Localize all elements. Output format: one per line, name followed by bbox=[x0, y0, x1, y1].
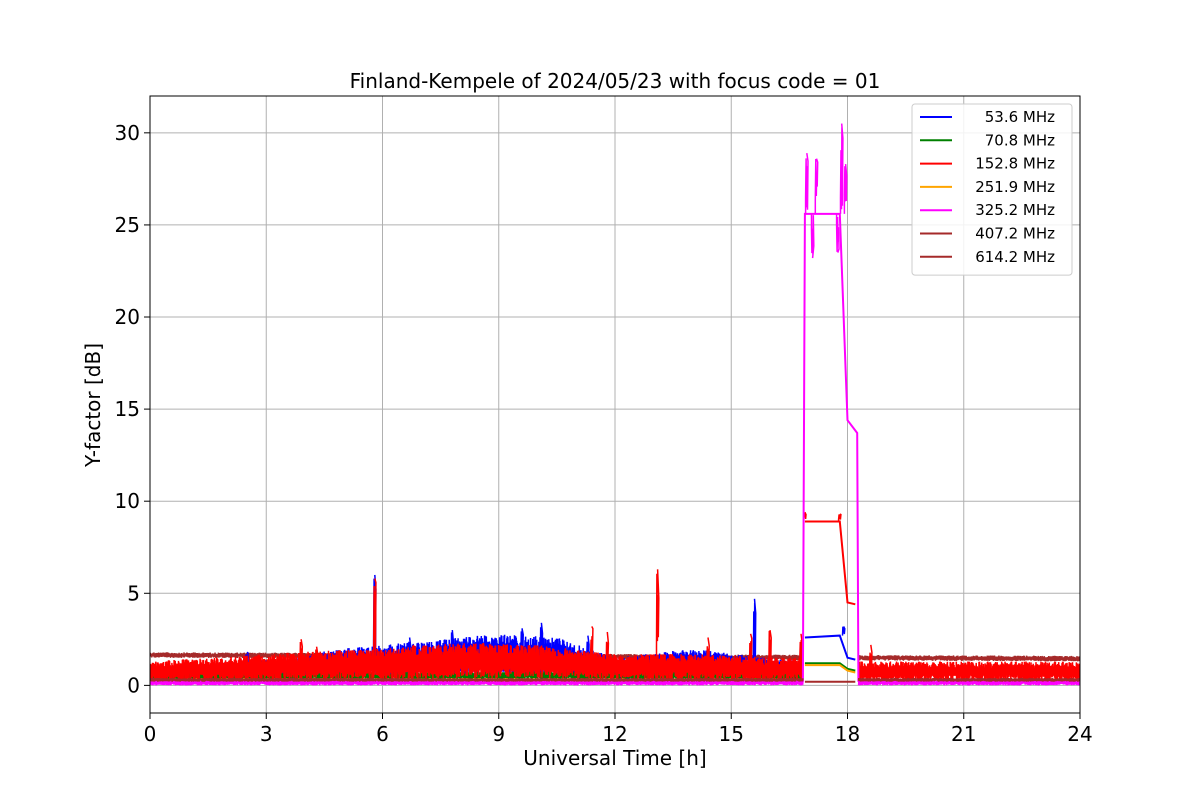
series-spike-2-7 bbox=[655, 569, 660, 675]
series-line-4 bbox=[801, 212, 860, 682]
x-tick-label-2: 6 bbox=[376, 722, 389, 746]
legend-label-3: 251.9 MHz bbox=[975, 178, 1055, 196]
y-tick-label-1: 5 bbox=[127, 581, 140, 605]
x-axis: 0 3 6 9 12 15 18 21 24 bbox=[144, 713, 1093, 746]
series-spike-2-0 bbox=[299, 639, 304, 675]
series-spike-2-1 bbox=[314, 646, 319, 675]
legend-label-1: 70.8 MHz bbox=[985, 131, 1055, 149]
series-spike-2-2 bbox=[372, 578, 377, 675]
series-spike-4-4 bbox=[839, 123, 844, 214]
series-spike-2-6 bbox=[605, 631, 610, 675]
legend-label-4: 325.2 MHz bbox=[975, 201, 1055, 219]
legend-label-5: 407.2 MHz bbox=[975, 225, 1055, 243]
y-tick-label-5: 25 bbox=[115, 213, 140, 237]
y-tick-label-3: 15 bbox=[115, 397, 140, 421]
x-axis-title: Universal Time [h] bbox=[523, 746, 706, 770]
chart-title: Finland-Kempele of 2024/05/23 with focus… bbox=[350, 69, 881, 93]
x-tick-label-5: 15 bbox=[719, 722, 744, 746]
series-spike-4-2 bbox=[814, 158, 819, 214]
series-spike-2-13 bbox=[837, 513, 842, 522]
x-tick-label-6: 18 bbox=[835, 722, 860, 746]
y-axis-title: Y-factor [dB] bbox=[81, 343, 105, 468]
series-line-2 bbox=[804, 520, 856, 606]
series-spike-4-1 bbox=[810, 213, 815, 259]
x-tick-label-7: 21 bbox=[951, 722, 976, 746]
legend: 53.6 MHz 70.8 MHz 152.8 MHz 251.9 MHz 325.2 … bbox=[911, 103, 1073, 276]
legend-label-0: 53.6 MHz bbox=[985, 108, 1055, 126]
series-line-3 bbox=[804, 664, 856, 674]
series-line-0 bbox=[804, 634, 856, 661]
series-spike-4-0 bbox=[804, 152, 809, 214]
x-tick-label-4: 12 bbox=[602, 722, 627, 746]
series-spike-2-10 bbox=[768, 629, 772, 676]
x-tick-label-1: 3 bbox=[260, 722, 273, 746]
x-tick-label-8: 24 bbox=[1067, 722, 1092, 746]
y-tick-label-0: 0 bbox=[127, 673, 140, 697]
series-spike-2-8 bbox=[706, 637, 710, 675]
series-spike-2-5 bbox=[589, 626, 594, 674]
legend-label-2: 152.8 MHz bbox=[975, 155, 1055, 173]
series-spike-4-5 bbox=[843, 164, 848, 214]
series-spike-0-8 bbox=[841, 626, 846, 636]
series-spike-2-14 bbox=[868, 644, 873, 677]
series-spike-2-3 bbox=[411, 644, 416, 674]
x-tick-label-0: 0 bbox=[144, 722, 157, 746]
legend-label-6: 614.2 MHz bbox=[975, 248, 1055, 266]
y-tick-label-6: 30 bbox=[115, 121, 140, 145]
series-spike-4-3 bbox=[835, 213, 840, 253]
series-6 bbox=[150, 677, 1080, 682]
series-2 bbox=[150, 511, 1080, 682]
x-tick-label-3: 9 bbox=[492, 722, 505, 746]
legend-box bbox=[911, 103, 1073, 276]
y-axis: 0 5 10 15 20 25 30 bbox=[115, 121, 150, 697]
series-line-1 bbox=[804, 662, 856, 672]
series-spike-2-4 bbox=[481, 642, 486, 673]
y-tick-label-2: 10 bbox=[115, 489, 140, 513]
series-spike-2-9 bbox=[748, 633, 753, 676]
y-tick-label-4: 20 bbox=[115, 305, 140, 329]
series-band-6 bbox=[150, 677, 1080, 682]
series-band-2 bbox=[150, 643, 1080, 682]
plot-area bbox=[150, 123, 1080, 686]
